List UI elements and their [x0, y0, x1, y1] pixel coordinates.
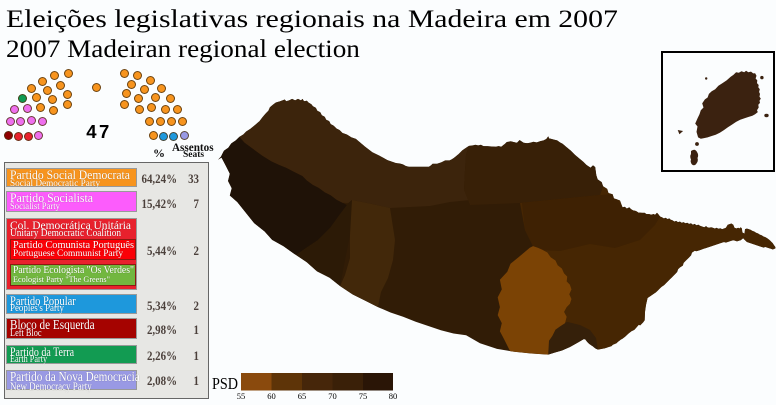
svg-text:70: 70	[328, 391, 337, 401]
svg-text:65: 65	[298, 391, 307, 401]
svg-text:55: 55	[237, 391, 246, 401]
svg-text:60: 60	[267, 391, 276, 401]
svg-text:80: 80	[389, 391, 398, 401]
svg-text:PSD: PSD	[212, 374, 238, 393]
svg-text:75: 75	[359, 391, 368, 401]
